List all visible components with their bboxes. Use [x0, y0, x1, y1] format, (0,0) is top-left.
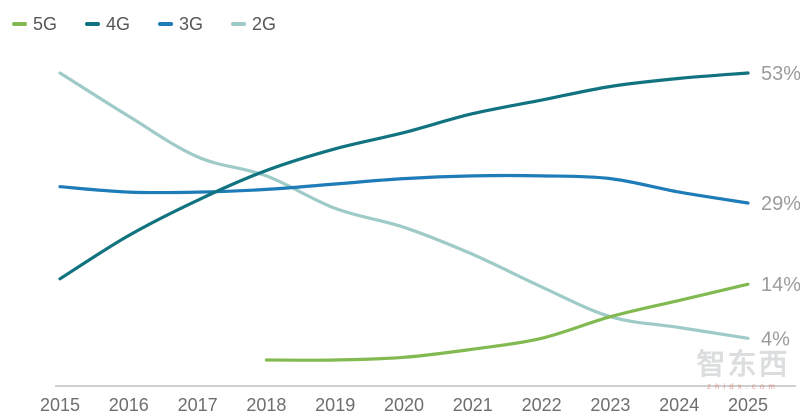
- x-tick-label-2023: 2023: [590, 395, 630, 415]
- x-tick-label-2024: 2024: [659, 395, 699, 415]
- legend-swatch-5g-icon: [12, 22, 27, 26]
- x-tick-label-2020: 2020: [384, 395, 424, 415]
- legend-label-2g: 2G: [252, 14, 277, 34]
- x-tick-label-2025: 2025: [728, 395, 768, 415]
- legend-item-2g: 2G: [231, 15, 276, 33]
- x-tick-label-2015: 2015: [40, 395, 80, 415]
- x-tick-label-2019: 2019: [315, 395, 355, 415]
- end-label-2g: 4%: [761, 328, 790, 350]
- legend-swatch-3g-icon: [158, 22, 174, 26]
- x-tick-label-2016: 2016: [109, 395, 149, 415]
- legend-label-3g: 3G: [179, 14, 204, 34]
- legend-item-4g: 4G: [85, 15, 130, 33]
- series-line-3g: [58, 173, 750, 205]
- legend-swatch-4g-icon: [85, 22, 101, 26]
- legend-item-3g: 3G: [158, 15, 203, 33]
- end-label-3g: 29%: [761, 193, 800, 215]
- legend-item-5g: 5G: [12, 15, 57, 33]
- end-label-4g: 53%: [761, 63, 800, 85]
- series-line-5g: [264, 282, 750, 362]
- legend-swatch-2g-icon: [231, 22, 247, 26]
- x-tick-label-2018: 2018: [246, 395, 286, 415]
- chart-legend: 5G 4G 3G 2G: [12, 15, 276, 33]
- end-label-5g: 14%: [761, 274, 800, 296]
- x-tick-label-2017: 2017: [178, 395, 218, 415]
- legend-label-4g: 4G: [106, 14, 131, 34]
- series-line-2g: [58, 71, 750, 340]
- x-tick-label-2021: 2021: [453, 395, 493, 415]
- x-tick-label-2022: 2022: [522, 395, 562, 415]
- legend-label-5g: 5G: [33, 14, 58, 34]
- series-line-4g: [58, 71, 750, 281]
